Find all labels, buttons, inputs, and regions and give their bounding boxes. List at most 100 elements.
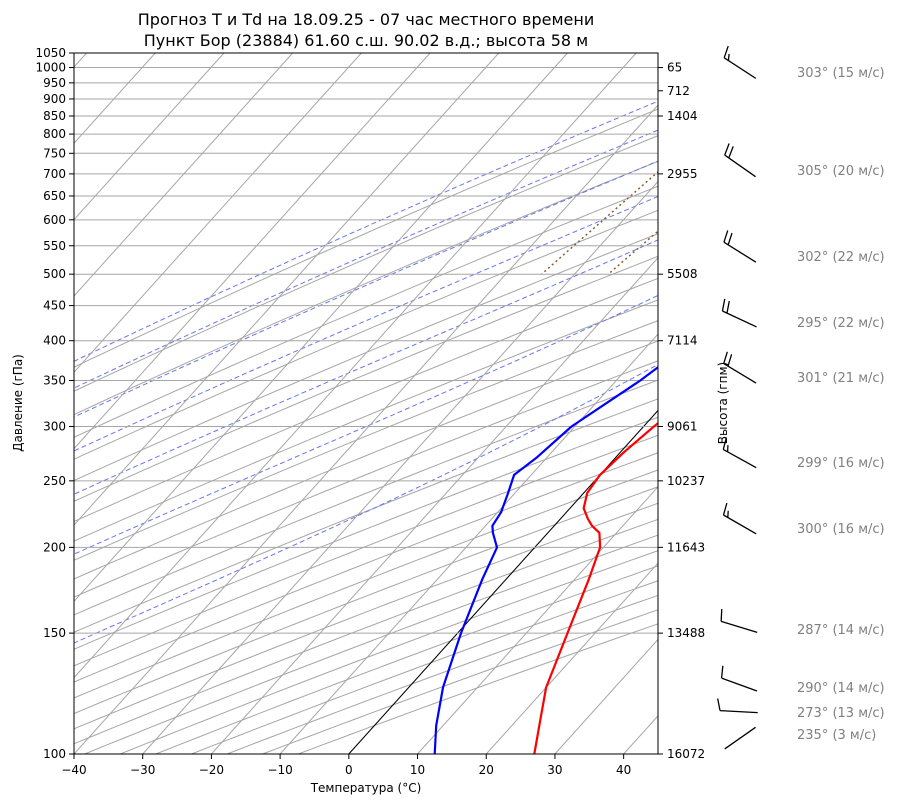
barb-feather bbox=[720, 665, 724, 679]
dry-adiabat-line bbox=[74, 135, 658, 392]
dry-adiabat-line bbox=[74, 518, 658, 745]
y-tick-label: 900 bbox=[43, 92, 66, 106]
barb-feather bbox=[721, 298, 726, 312]
y-tick-label: 650 bbox=[43, 189, 66, 203]
y-tick-label: 850 bbox=[43, 109, 66, 123]
height-tick-label: 10237 bbox=[667, 474, 705, 488]
x-tick-label: −10 bbox=[267, 763, 292, 777]
wind-label: 303° (15 м/с) bbox=[797, 66, 885, 81]
dry-adiabat-line bbox=[74, 108, 658, 368]
barb-shaft bbox=[724, 726, 756, 750]
x-tick-label: 30 bbox=[547, 763, 562, 777]
moist-adiabat-line bbox=[74, 239, 658, 495]
wind-barb bbox=[724, 143, 756, 178]
dry-adiabat-line bbox=[74, 233, 658, 482]
y-tick-label: 250 bbox=[43, 474, 66, 488]
dry-adiabat-line bbox=[74, 255, 658, 502]
height-tick-label: 13488 bbox=[667, 626, 705, 640]
dry-adiabat-line bbox=[74, 209, 658, 460]
chart-title-line2: Пункт Бор (23884) 61.60 с.ш. 90.02 в.д.;… bbox=[144, 31, 589, 50]
barb-shaft bbox=[722, 310, 757, 328]
isobar-grid bbox=[74, 53, 658, 754]
dewpoint-series-line bbox=[433, 365, 658, 754]
wind-label: 300° (16 м/с) bbox=[797, 522, 885, 537]
dry-adiabat-line bbox=[74, 299, 658, 542]
y-tick-label: 1050 bbox=[35, 46, 66, 60]
wind-label: 302° (22 м/с) bbox=[797, 250, 885, 265]
isotherm-line bbox=[74, 53, 362, 374]
wind-barb bbox=[721, 298, 757, 328]
barb-shaft bbox=[724, 154, 756, 178]
chart-title-line1: Прогноз T и Td на 18.09.25 - 07 час мест… bbox=[138, 10, 594, 29]
dry-adiabat-line bbox=[74, 452, 658, 683]
y-axis-left: 100 150 200 250 300 350 400 450 500 550 600 650 700 7… bbox=[35, 46, 74, 761]
dry-adiabat-line bbox=[74, 340, 658, 580]
y-tick-label: 450 bbox=[43, 299, 66, 313]
moist-adiabat-line bbox=[74, 160, 658, 418]
y-tick-label: 950 bbox=[43, 76, 66, 90]
barb-feather bbox=[724, 143, 730, 156]
barb-shaft bbox=[720, 620, 758, 634]
height-tick-label: 11643 bbox=[667, 540, 705, 554]
barb-feather bbox=[727, 53, 730, 61]
height-tick-label: 16072 bbox=[667, 747, 705, 761]
barb-shaft bbox=[723, 57, 757, 79]
barb-feather bbox=[727, 232, 733, 246]
zero-isotherm-line bbox=[348, 409, 658, 754]
x-tick-label: −40 bbox=[61, 763, 86, 777]
isotherm-line bbox=[417, 486, 658, 754]
wind-label: 295° (22 м/с) bbox=[797, 316, 885, 331]
wind-barb bbox=[720, 609, 758, 634]
isotherm-line bbox=[142, 180, 658, 754]
y-tick-label: 750 bbox=[43, 146, 66, 160]
barb-shaft bbox=[723, 514, 757, 535]
wind-label: 287° (14 м/с) bbox=[797, 623, 885, 638]
dry-adiabat-line bbox=[191, 580, 658, 754]
barb-feather bbox=[722, 502, 728, 516]
x-axis-label: Температура (°C) bbox=[310, 781, 422, 795]
dry-adiabat-line bbox=[74, 398, 658, 633]
y-tick-label: 800 bbox=[43, 127, 66, 141]
profile-traces bbox=[433, 365, 658, 754]
isotherm-line bbox=[74, 53, 294, 297]
y-tick-label: 1000 bbox=[35, 61, 66, 75]
dry-adiabat-line bbox=[155, 565, 658, 754]
dry-adiabat-line bbox=[84, 534, 658, 754]
x-tick-label: 20 bbox=[479, 763, 494, 777]
y-tick-label: 500 bbox=[43, 267, 66, 281]
isotherm-line bbox=[74, 53, 568, 603]
dry-adiabat-line bbox=[262, 609, 658, 754]
isotherm-line bbox=[74, 53, 431, 450]
isotherm-line bbox=[211, 257, 658, 754]
x-tick-label: −30 bbox=[130, 763, 155, 777]
y-tick-label: 100 bbox=[43, 747, 66, 761]
dry-adiabat-line bbox=[226, 594, 658, 754]
wind-barb bbox=[722, 502, 757, 535]
barb-shaft bbox=[722, 448, 757, 469]
y-tick-label: 700 bbox=[43, 167, 66, 181]
isotherm-line bbox=[623, 715, 658, 754]
dry-adiabat-line bbox=[74, 277, 658, 523]
dry-adiabat-line bbox=[298, 623, 658, 754]
barb-feather bbox=[720, 609, 723, 622]
isotherm-line bbox=[348, 409, 658, 754]
x-tick-label: 40 bbox=[616, 763, 631, 777]
y-tick-label: 150 bbox=[43, 626, 66, 640]
height-tick-label: 1404 bbox=[667, 109, 698, 123]
wind-label: 290° (14 м/с) bbox=[797, 681, 885, 696]
x-tick-label: 10 bbox=[410, 763, 425, 777]
wind-barbs-panel: 303° (15 м/с) 305° (20 м/с) 302° (22 м/с) 2… bbox=[717, 45, 885, 750]
barb-feather bbox=[728, 146, 734, 159]
dry-adiabat-line bbox=[74, 416, 658, 650]
barb-shaft bbox=[723, 363, 757, 384]
barb-shaft bbox=[720, 709, 758, 714]
y-axis-label: Давление (гПа) bbox=[11, 354, 25, 452]
moist-adiabat-line bbox=[74, 363, 658, 644]
wind-label: 301° (21 м/с) bbox=[797, 371, 885, 386]
isotherm-line bbox=[74, 53, 225, 221]
isotherm-line bbox=[279, 333, 658, 754]
height-tick-label: 7114 bbox=[667, 334, 698, 348]
dry-adiabat-line bbox=[74, 379, 658, 616]
dry-adiabat-line bbox=[120, 550, 658, 754]
x-axis: −40 −30 −20 −10 0 10 20 30 40 bbox=[61, 754, 631, 777]
